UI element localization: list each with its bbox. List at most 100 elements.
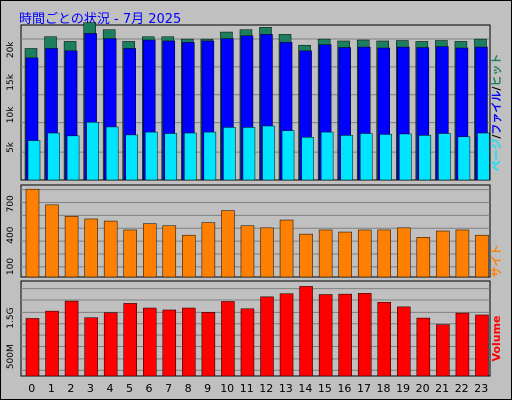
pages-bar — [438, 133, 451, 181]
x-tick-label: 17 — [357, 382, 371, 395]
pages-bar — [379, 134, 392, 181]
x-tick-label: 21 — [435, 382, 449, 395]
x-tick-label: 3 — [87, 382, 94, 395]
x-tick-label: 22 — [455, 382, 469, 395]
sites-bar — [25, 188, 40, 278]
axis-label-part: / — [490, 86, 503, 91]
pages-bar — [418, 135, 432, 181]
sites-bar — [377, 229, 391, 278]
y-tick-label: 100 — [6, 258, 16, 275]
pages-bar — [184, 132, 197, 181]
sites-bar — [123, 229, 137, 278]
sites-bar — [397, 227, 411, 278]
sites-bar — [299, 233, 313, 278]
axis-label-part: ファイル — [490, 91, 503, 135]
sites-bar — [338, 231, 352, 278]
sites-bar — [103, 220, 118, 278]
y-tick-label: 400 — [6, 226, 16, 243]
pages-bar — [262, 125, 275, 181]
pages-bar — [399, 133, 412, 181]
sites-bar — [357, 229, 372, 278]
pages-bar — [477, 132, 490, 181]
x-tick-label: 14 — [298, 382, 312, 395]
axis-label-part: / — [490, 134, 503, 139]
volume-bar — [123, 303, 137, 377]
volume-bar — [221, 301, 235, 377]
sites-bar — [64, 216, 79, 278]
panel-1-border — [20, 184, 491, 278]
x-tick-label: 18 — [377, 382, 391, 395]
pages-bar — [47, 132, 60, 181]
volume-bar — [64, 300, 79, 377]
volume-bar — [475, 314, 489, 377]
pages-bar — [223, 127, 236, 181]
pages-bar — [340, 135, 353, 181]
pages-bar — [242, 127, 256, 181]
volume-bar — [162, 309, 177, 377]
sites-bar — [240, 225, 255, 278]
pages-bar — [320, 131, 334, 181]
x-tick-label: 15 — [318, 382, 332, 395]
volume-bar — [436, 324, 450, 377]
volume-bar — [455, 312, 470, 377]
x-tick-label: 6 — [146, 382, 153, 395]
sites-bar — [221, 210, 235, 278]
x-tick-label: 7 — [165, 382, 172, 395]
panel-2-border — [20, 280, 491, 377]
x-tick-label: 12 — [259, 382, 273, 395]
pages-bar — [203, 131, 217, 181]
pages-bar — [359, 133, 373, 181]
x-tick-label: 11 — [240, 382, 254, 395]
sites-bar — [143, 223, 157, 278]
sites-bar — [84, 218, 98, 278]
volume-bar — [279, 293, 294, 377]
sites-bar — [455, 229, 470, 278]
volume-bar — [84, 317, 98, 377]
sites-bar — [279, 219, 294, 278]
hits-axis-label: ページ/ファイル/ヒット — [490, 54, 503, 172]
volume-bar — [260, 296, 274, 377]
volume-bar — [45, 310, 59, 377]
pages-bar — [125, 134, 138, 181]
volume-bar — [240, 308, 255, 377]
x-tick-label: 8 — [185, 382, 192, 395]
sites-bar — [318, 229, 333, 278]
x-tick-label: 1 — [48, 382, 55, 395]
volume-bar — [25, 318, 40, 377]
volume-bar — [201, 312, 216, 377]
x-tick-label: 2 — [67, 382, 74, 395]
volume-bar — [318, 294, 333, 377]
pages-bar — [86, 121, 99, 181]
pages-bar — [164, 133, 178, 181]
pages-bar — [145, 131, 158, 181]
y-tick-label: 20k — [6, 41, 16, 58]
y-tick-label: 10k — [6, 106, 16, 123]
pages-bar — [301, 137, 314, 181]
x-tick-label: 19 — [396, 382, 410, 395]
sites-bar — [45, 204, 59, 278]
x-tick-label: 9 — [204, 382, 211, 395]
x-tick-label: 0 — [28, 382, 35, 395]
sites-bar — [162, 225, 177, 278]
volume-bar — [357, 293, 372, 377]
volume-bar — [416, 317, 431, 377]
x-tick-label: 23 — [474, 382, 488, 395]
axis-label-part: ページ — [490, 139, 503, 172]
x-tick-label: 20 — [416, 382, 430, 395]
volume-axis-label: Volume — [490, 316, 503, 362]
volume-bar — [143, 307, 157, 377]
sites-bar — [260, 227, 274, 278]
x-tick-label: 16 — [337, 382, 351, 395]
y-tick-label: 5k — [6, 141, 16, 153]
volume-bar — [182, 307, 196, 377]
x-tick-label: 13 — [279, 382, 293, 395]
y-tick-label: 700 — [6, 195, 16, 212]
sites-bar — [475, 234, 489, 278]
y-tick-label: 500M — [6, 344, 16, 369]
x-tick-label: 10 — [220, 382, 234, 395]
sites-axis-label: サイト — [490, 245, 503, 278]
sites-bar — [182, 234, 196, 278]
volume-bar — [377, 301, 391, 377]
pages-bar — [66, 135, 80, 181]
page-title: 時間ごとの状況 - 7月 2025 — [19, 12, 182, 27]
